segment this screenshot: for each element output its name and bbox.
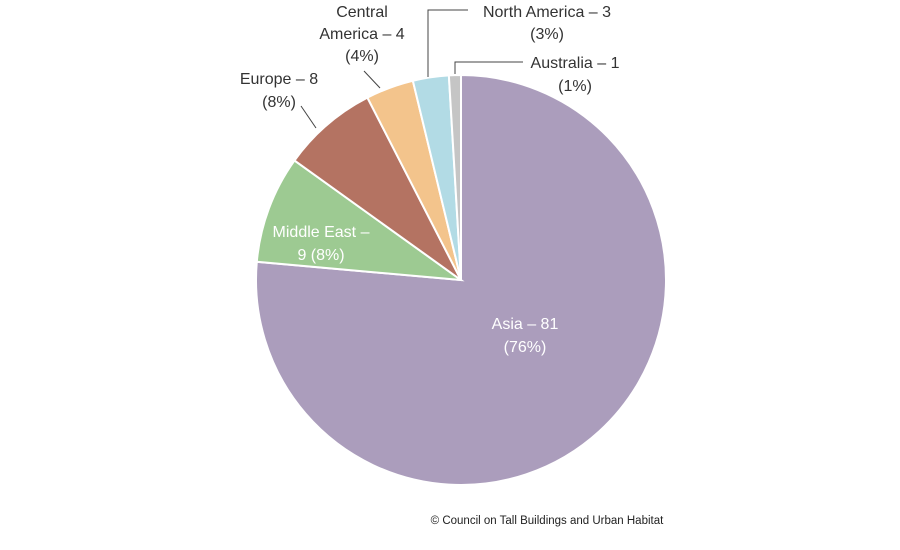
pie-slice-europe	[293, 96, 462, 281]
slice-label-middle-east-line1: Middle East –	[273, 224, 370, 241]
slice-label-north-america-line1: North America – 3	[483, 4, 611, 21]
slice-label-asia-line1: Asia – 81	[492, 316, 559, 333]
leader-europe	[300, 105, 317, 129]
leader-australia	[454, 61, 523, 74]
slice-label-central-america-line2: America – 4	[319, 26, 404, 43]
slice-label-asia-line2: (76%)	[504, 339, 547, 356]
slice-label-europe-line1: Europe – 8	[240, 71, 318, 88]
slice-label-central-america-line1: Central	[336, 4, 388, 21]
pie-slice-middle-east	[255, 159, 465, 282]
slice-label-middle-east-line2: 9 (8%)	[297, 247, 344, 264]
pie-slice-australia	[447, 73, 462, 281]
slice-label-central-america-line3: (4%)	[345, 48, 379, 65]
slice-label-north-america-line2: (3%)	[530, 26, 564, 43]
leader-north-america	[427, 9, 468, 77]
pie-slices	[255, 73, 667, 486]
leader-central-america	[363, 70, 381, 89]
slice-label-australia-line2: (1%)	[558, 78, 592, 95]
source-credit: © Council on Tall Buildings and Urban Ha…	[431, 515, 664, 527]
slice-label-australia-line1: Australia – 1	[531, 55, 620, 72]
slice-label-europe-line2: (8%)	[262, 94, 296, 111]
